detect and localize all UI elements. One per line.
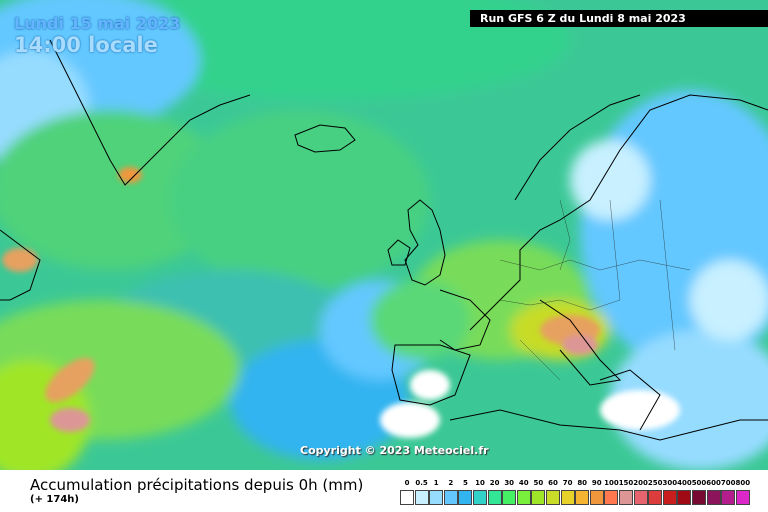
- legend-label: 60: [548, 479, 558, 487]
- legend-swatch: [662, 490, 677, 505]
- model-run-label: Run GFS 6 Z du Lundi 8 mai 2023: [470, 10, 768, 27]
- legend-label: 600: [706, 479, 721, 487]
- legend-swatch: [458, 490, 473, 505]
- legend-label: 250: [647, 479, 663, 487]
- legend-label: 20: [489, 479, 500, 487]
- legend-label: 100: [604, 479, 619, 487]
- legend-swatch: [531, 490, 546, 505]
- legend-label: 500: [691, 479, 707, 487]
- legend-swatch: [706, 490, 721, 505]
- legend-swatch: [633, 490, 648, 505]
- forecast-lead-time: (+ 174h): [30, 494, 79, 505]
- legend-label: 0.5: [415, 479, 428, 487]
- legend-label: 40: [518, 479, 529, 487]
- legend-swatch: [604, 490, 619, 505]
- legend-label: 50: [533, 479, 544, 487]
- precipitation-map: [0, 0, 768, 470]
- legend-swatch: [487, 490, 502, 505]
- legend-label: 80: [577, 479, 588, 487]
- color-scale-legend: 0 0.5 1 2 5 10 20 30 40 50 60 70 80 90 100 150 200 250 300…: [400, 479, 754, 509]
- legend-swatch: [502, 490, 517, 505]
- legend-swatch: [546, 490, 560, 505]
- legend-label: 700: [720, 479, 736, 487]
- legend-swatch: [677, 490, 692, 505]
- legend-label: 300: [662, 479, 678, 487]
- legend-label: 400: [677, 479, 692, 487]
- legend-swatch: [575, 490, 590, 505]
- legend-label: 90: [591, 479, 602, 487]
- map-title: Accumulation précipitations depuis 0h (m…: [30, 476, 364, 494]
- legend-swatch: [473, 490, 487, 505]
- legend-swatch: [735, 490, 750, 505]
- legend-label: 10: [475, 479, 485, 487]
- legend-label: 70: [562, 479, 573, 487]
- legend-swatch: [648, 490, 663, 505]
- legend-swatch: [560, 490, 575, 505]
- copyright-text: Copyright © 2023 Meteociel.fr: [300, 444, 489, 457]
- forecast-time: 14:00 locale: [14, 33, 158, 57]
- forecast-date: Lundi 15 mai 2023: [14, 14, 181, 33]
- legend-label: 150: [618, 479, 634, 487]
- legend-label: 800: [735, 479, 751, 487]
- legend-swatch: [619, 490, 633, 505]
- legend-swatch: [414, 490, 429, 505]
- legend-label: 2: [448, 479, 454, 487]
- legend-label: 30: [504, 479, 515, 487]
- legend-swatch: [429, 490, 444, 505]
- legend-label: 5: [462, 479, 468, 487]
- legend-swatch: [516, 490, 531, 505]
- legend-label: 200: [633, 479, 648, 487]
- legend-label: 0: [404, 479, 410, 487]
- legend-swatch: [400, 490, 414, 505]
- legend-swatch: [443, 490, 458, 505]
- legend-swatch: [721, 490, 736, 505]
- legend-swatch: [589, 490, 604, 505]
- legend-swatch: [692, 490, 706, 505]
- legend-label: 1: [433, 479, 439, 487]
